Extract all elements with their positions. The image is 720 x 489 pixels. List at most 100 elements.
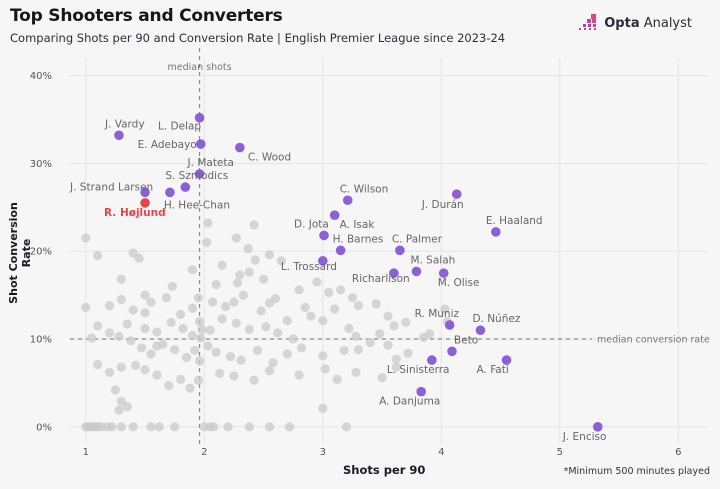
player-point [365,337,375,348]
highlighted-player-point [491,227,501,237]
player-point [193,375,203,385]
player-point [401,317,411,327]
player-point [175,309,186,320]
player-point [175,374,186,385]
player-point [211,279,221,290]
player-label: E. Haaland [486,215,543,227]
player-point [81,233,91,243]
player-point [238,290,249,300]
player-label: J. Enciso [562,431,607,443]
player-point [194,316,205,327]
logo-text: Opta Analyst [604,15,692,31]
player-point [128,305,138,315]
footnote: *Minimum 500 minutes played [563,466,710,477]
player-point [229,371,239,381]
player-point [424,329,435,339]
player-point [339,345,349,356]
player-label: S. Szmodics [165,170,228,182]
player-point [288,334,298,344]
player-point [152,327,162,337]
chart-subtitle: Comparing Shots per 90 and Conversion Ra… [10,31,506,45]
player-label: J. Mateta [187,157,234,169]
player-point [300,302,310,312]
x-tick-label: 5 [557,447,563,458]
highlighted-player-point [342,195,353,206]
player-point [318,351,328,361]
player-label: H. Barnes [333,233,384,245]
highlighted-player-point [318,256,328,266]
player-label: A. Isak [340,219,376,231]
player-point [306,311,316,321]
player-point [341,422,352,432]
player-point [116,422,126,432]
player-label: Richarlison [352,273,410,285]
player-point [122,319,132,329]
player-point [130,360,141,370]
player-point [187,330,198,341]
x-tick-label: 3 [320,447,326,458]
player-label: J. Strand Larsen [69,181,153,193]
player-point [264,298,275,308]
player-point [391,354,401,364]
player-point [268,358,278,368]
player-point [440,304,450,314]
player-point [383,311,393,321]
player-point [205,422,215,432]
player-point [140,365,150,375]
player-point [146,297,156,307]
player-point [126,336,136,346]
player-point [261,322,271,332]
player-point [264,250,275,260]
highlighted-player-point [438,268,449,278]
player-point [136,343,147,353]
player-point [244,324,254,334]
y-tick-label: 40% [30,71,52,82]
y-tick-label: 0% [36,422,52,433]
x-tick-label: 2 [201,447,207,458]
player-point [194,356,205,366]
player-point [140,308,150,318]
player-point [203,218,213,228]
player-point [244,267,254,277]
player-point [93,250,103,261]
player-point [249,375,259,385]
player-point [140,290,150,300]
player-point [403,348,413,358]
player-point [320,364,330,374]
player-label: D. Núñez [472,313,520,325]
player-label: C. Palmer [392,233,443,245]
player-point [236,355,246,365]
highlighted-player-point [444,320,455,330]
player-point [285,422,295,432]
player-label: M. Salah [410,254,455,266]
player-point [161,293,171,303]
player-point [217,260,227,270]
player-point [152,370,162,380]
player-point [217,314,227,324]
player-point [332,374,342,385]
median-shots-label: median shots [168,62,232,73]
highlighted-player-point [140,187,150,198]
player-label: C. Wood [248,152,291,164]
player-point [114,331,124,341]
highlighted-player-point [451,189,462,199]
highlighted-player-point [416,386,426,397]
highlighted-player-point [592,422,603,432]
player-point [202,237,212,248]
player-point [276,256,286,266]
highlighted-player-point [395,245,405,256]
player-point [264,366,275,376]
player-point [140,323,150,334]
player-point [146,349,156,359]
player-point [351,331,361,341]
player-point [116,294,126,305]
player-point [104,301,115,311]
highlighted-player-point [195,139,206,149]
highlighted-player-point [180,182,191,192]
highlighted-player-point [501,355,512,365]
player-point [375,329,385,339]
player-point [181,352,192,363]
highlighted-player-point [165,187,175,198]
player-point [185,383,195,393]
player-point [116,362,126,372]
